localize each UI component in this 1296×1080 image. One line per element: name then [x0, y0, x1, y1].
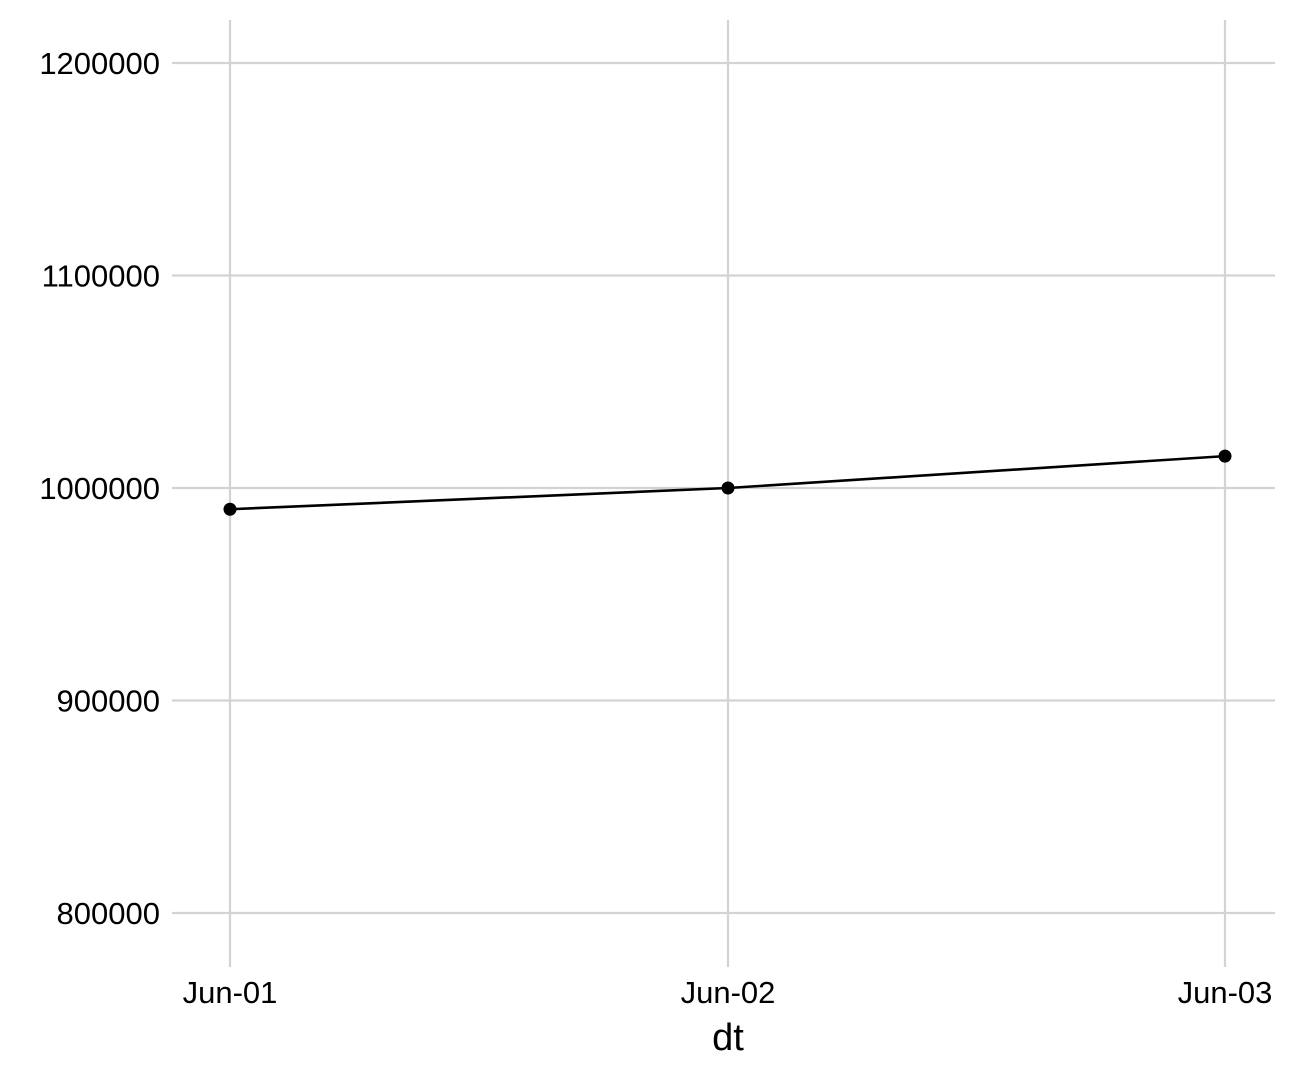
y-tick-label: 900000	[57, 684, 160, 719]
x-tick-label: Jun-01	[183, 975, 278, 1010]
y-tick-label: 1200000	[39, 46, 160, 81]
x-axis-tick-labels: Jun-01 Jun-02 Jun-03	[183, 975, 1273, 1010]
data-point	[721, 481, 735, 495]
y-axis-tick-labels: 800000 900000 1000000 1100000 1200000	[39, 46, 160, 931]
y-tick-label: 800000	[57, 896, 160, 931]
y-tick-label: 1100000	[42, 259, 160, 294]
series-layer	[223, 449, 1232, 516]
data-point	[223, 502, 237, 516]
x-tick-label: Jun-02	[681, 975, 776, 1010]
y-tick-label: 1000000	[39, 471, 160, 506]
x-tick-label: Jun-03	[1178, 975, 1273, 1010]
data-point	[1218, 449, 1232, 463]
x-axis-title: dt	[712, 1017, 744, 1059]
